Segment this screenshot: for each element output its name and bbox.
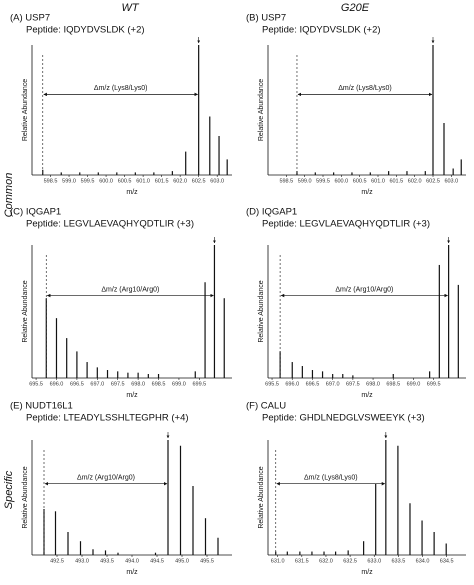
x-tick-label: 600.0 xyxy=(334,178,348,184)
row-label: Common xyxy=(3,173,15,218)
y-axis-label: Relative Abundance xyxy=(258,79,265,141)
x-tick-label: 699.5 xyxy=(192,381,206,387)
x-tick-label: 599.5 xyxy=(316,178,330,184)
x-tick-label: 696.0 xyxy=(285,381,299,387)
x-tick-label: 633.5 xyxy=(392,558,406,564)
panel-subtitle: Peptide: GHDLNEDGLVSWEEYK (+3) xyxy=(262,413,425,424)
x-tick-label: 696.5 xyxy=(306,381,320,387)
x-tick-label: 493.5 xyxy=(100,558,114,564)
x-tick-label: 634.5 xyxy=(440,558,454,564)
x-tick-label: 601.5 xyxy=(155,178,169,184)
delta-label: Δm/z (Arg10/Arg0) xyxy=(77,475,135,482)
x-tick-label: 634.0 xyxy=(416,558,430,564)
x-tick-label: 602.5 xyxy=(426,178,440,184)
x-tick-label: 695.5 xyxy=(265,381,279,387)
x-tick-label: 697.0 xyxy=(90,381,104,387)
x-tick-label: 494.0 xyxy=(125,558,139,564)
x-axis-label: m/z xyxy=(126,569,138,576)
x-tick-label: 695.5 xyxy=(29,381,43,387)
x-tick-label: 602.5 xyxy=(192,178,206,184)
x-tick-label: 600.5 xyxy=(353,178,367,184)
x-tick-label: 631.5 xyxy=(295,558,309,564)
delta-label: Δm/z (Arg10/Arg0) xyxy=(335,286,393,293)
x-tick-label: 697.0 xyxy=(326,381,340,387)
column-header: G20E xyxy=(341,2,370,14)
x-axis-label: m/z xyxy=(361,392,373,399)
x-tick-label: 495.5 xyxy=(200,558,214,564)
y-axis-label: Relative Abundance xyxy=(258,280,265,342)
row-label: Specific xyxy=(3,470,15,509)
x-tick-label: 633.0 xyxy=(367,558,381,564)
panel-title: (A) USP7 xyxy=(10,13,50,24)
x-tick-label: 699.5 xyxy=(427,381,441,387)
x-tick-label: 495.0 xyxy=(175,558,189,564)
panel-subtitle: Peptide: IQDYDVSLDK (+2) xyxy=(26,25,145,36)
y-axis-label: Relative Abundance xyxy=(22,466,29,528)
x-tick-label: 603.0 xyxy=(444,178,458,184)
x-tick-label: 598.5 xyxy=(279,178,293,184)
x-tick-label: 699.0 xyxy=(172,381,186,387)
x-tick-label: 599.0 xyxy=(62,178,76,184)
x-tick-label: 698.5 xyxy=(386,381,400,387)
x-tick-label: 699.0 xyxy=(407,381,421,387)
x-tick-label: 601.0 xyxy=(136,178,150,184)
x-tick-label: 698.0 xyxy=(131,381,145,387)
panel-subtitle: Peptide: IQDYDVSLDK (+2) xyxy=(262,25,381,36)
x-tick-label: 599.0 xyxy=(298,178,312,184)
panel-subtitle: Peptide: LEGVLAEVAQHYQDTLIR (+3) xyxy=(262,219,430,230)
x-tick-label: 632.0 xyxy=(319,558,333,564)
panel-title: (D) IQGAP1 xyxy=(246,207,297,218)
panel-title: (E) NUDT16L1 xyxy=(10,401,73,412)
x-axis-label: m/z xyxy=(126,189,138,196)
x-tick-label: 698.5 xyxy=(152,381,166,387)
delta-label: Δm/z (Lys8/Lys0) xyxy=(94,85,148,92)
x-tick-label: 631.0 xyxy=(271,558,285,564)
x-tick-label: 602.0 xyxy=(408,178,422,184)
x-tick-label: 632.5 xyxy=(343,558,357,564)
x-tick-label: 598.5 xyxy=(44,178,58,184)
x-tick-label: 601.0 xyxy=(371,178,385,184)
x-axis-label: m/z xyxy=(361,569,373,576)
panel-subtitle: Peptide: LTEADYLSSHLTEGPHR (+4) xyxy=(26,413,189,424)
panel-title: (C) IQGAP1 xyxy=(10,207,61,218)
x-tick-label: 698.0 xyxy=(366,381,380,387)
y-axis-label: Relative Abundance xyxy=(22,280,29,342)
x-tick-label: 696.0 xyxy=(50,381,64,387)
delta-label: Δm/z (Arg10/Arg0) xyxy=(101,286,159,293)
y-axis-label: Relative Abundance xyxy=(258,466,265,528)
x-tick-label: 696.5 xyxy=(70,381,84,387)
x-tick-label: 493.0 xyxy=(75,558,89,564)
panel-title: (B) USP7 xyxy=(246,13,286,24)
x-tick-label: 600.0 xyxy=(99,178,113,184)
panel-title: (F) CALU xyxy=(246,401,286,412)
x-axis-label: m/z xyxy=(361,189,373,196)
column-header: WT xyxy=(121,2,139,14)
y-axis-label: Relative Abundance xyxy=(22,79,29,141)
x-tick-label: 600.5 xyxy=(118,178,132,184)
x-tick-label: 492.5 xyxy=(50,558,64,564)
x-tick-label: 494.5 xyxy=(150,558,164,564)
x-tick-label: 603.0 xyxy=(210,178,224,184)
delta-label: Δm/z (Lys8/Lys0) xyxy=(338,85,392,92)
x-tick-label: 697.5 xyxy=(111,381,125,387)
delta-label: Δm/z (Lys8/Lys0) xyxy=(304,475,358,482)
panel-subtitle: Peptide: LEGVLAEVAQHYQDTLIR (+3) xyxy=(26,219,194,230)
x-tick-label: 602.0 xyxy=(173,178,187,184)
x-tick-label: 601.5 xyxy=(389,178,403,184)
x-tick-label: 599.5 xyxy=(81,178,95,184)
x-axis-label: m/z xyxy=(126,392,138,399)
x-tick-label: 697.5 xyxy=(346,381,360,387)
